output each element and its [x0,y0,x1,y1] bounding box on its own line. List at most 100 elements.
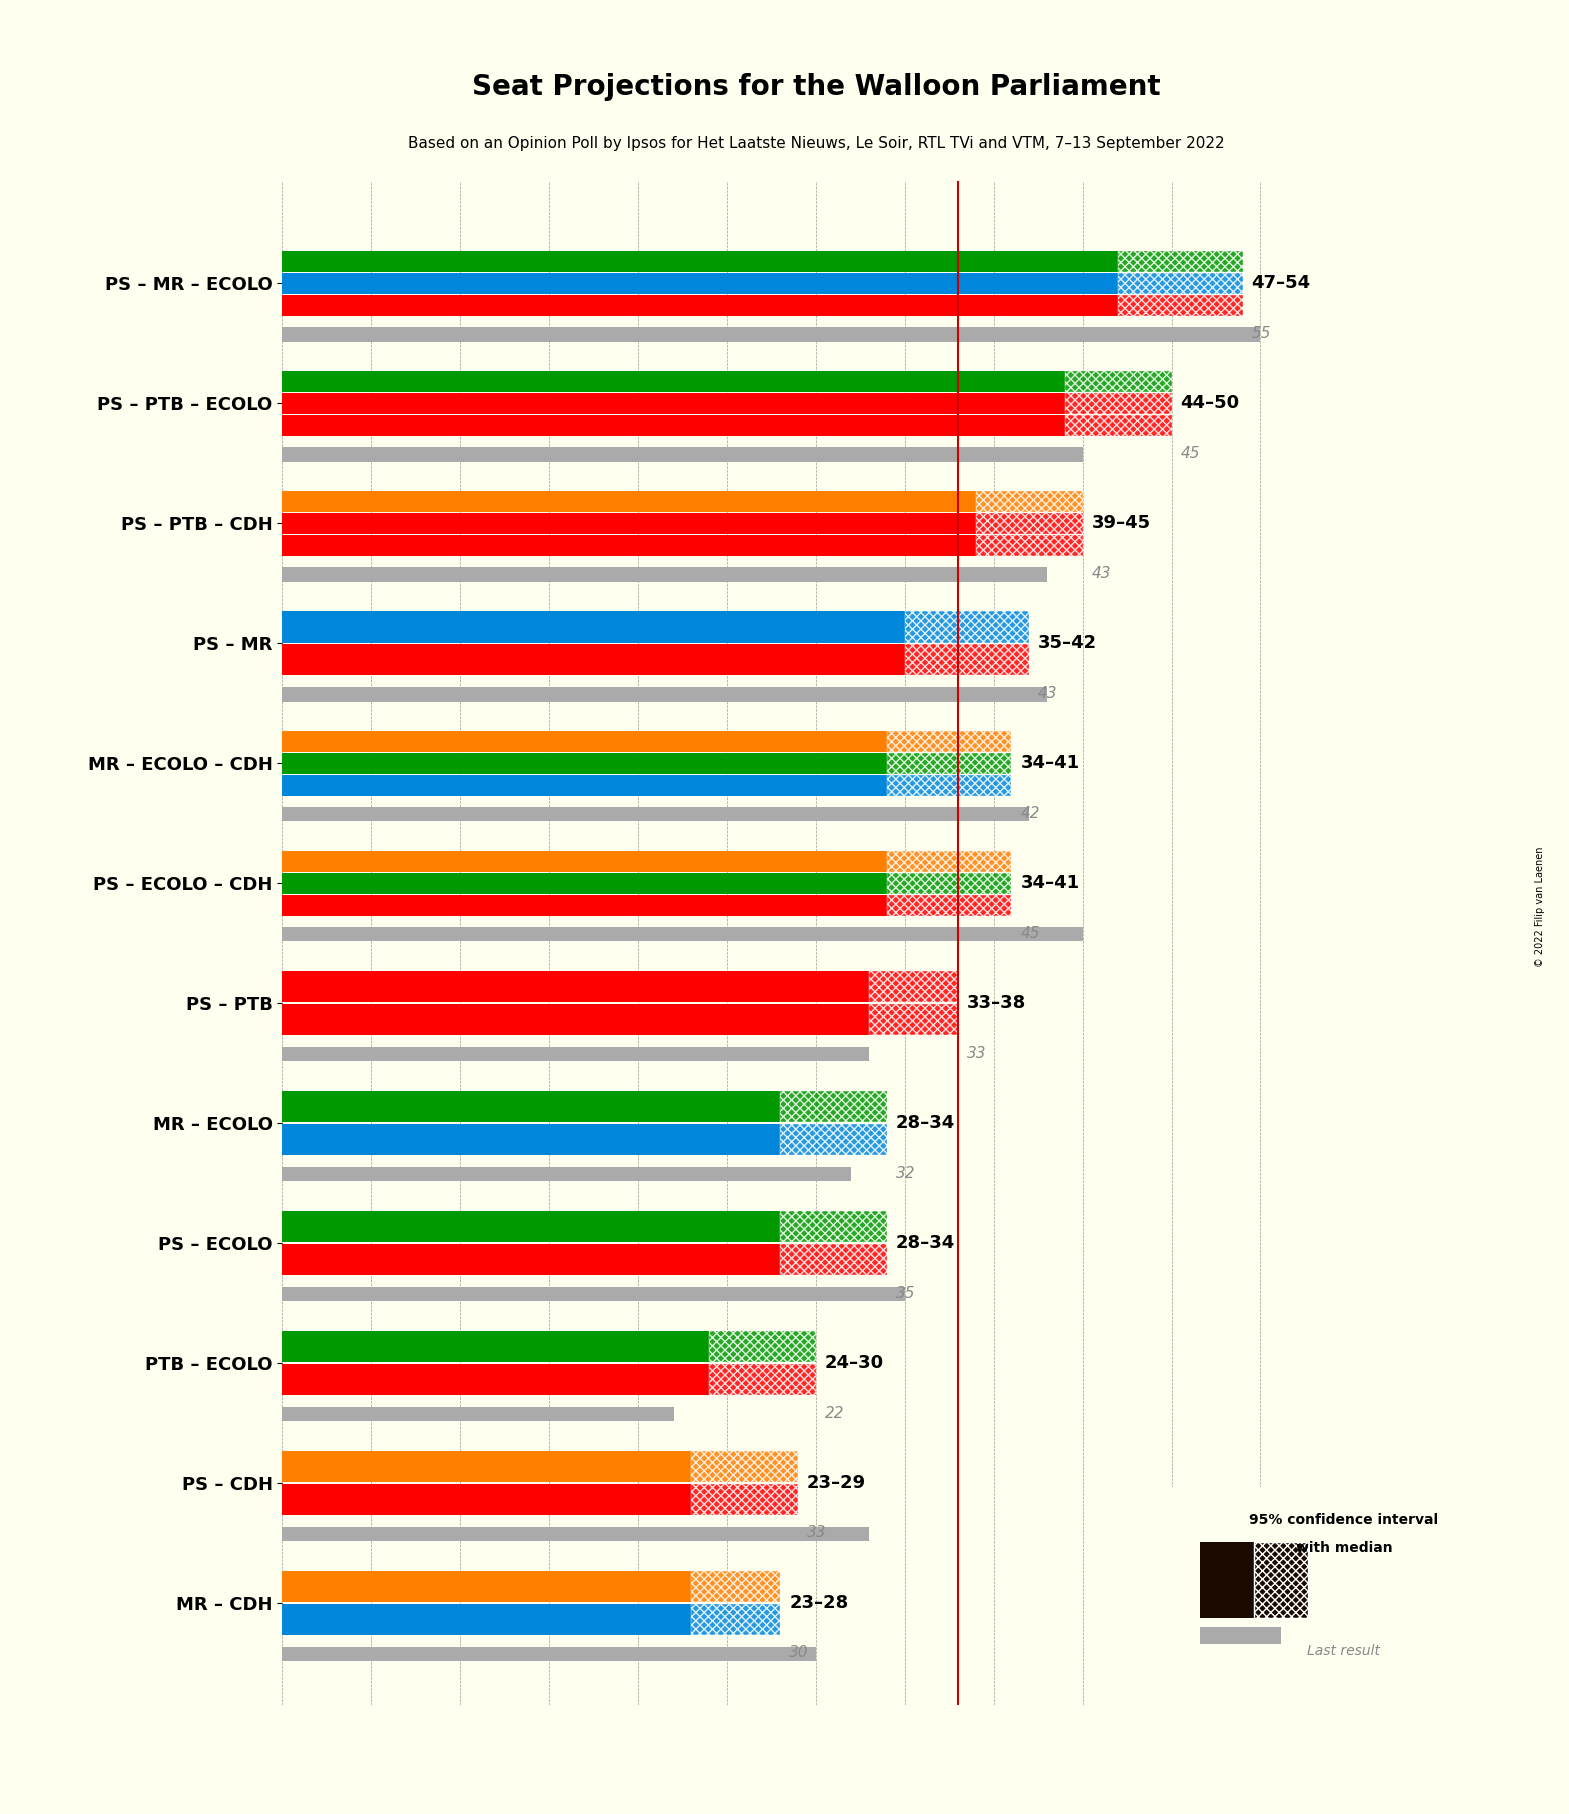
Bar [1119,296,1243,316]
Text: 30: 30 [789,1645,808,1660]
Bar [692,1571,780,1602]
Text: 35: 35 [896,1286,915,1301]
Bar [282,1166,852,1181]
Bar [282,970,869,1003]
Bar [886,894,1012,916]
Text: with median: with median [1296,1542,1392,1555]
Bar [282,415,1065,435]
Bar [282,448,1083,461]
Text: 23–28: 23–28 [789,1595,849,1613]
Text: 35–42: 35–42 [1039,635,1097,653]
Bar [1065,394,1172,414]
Bar [282,250,1119,272]
Bar [282,492,976,512]
Text: 45: 45 [1020,925,1040,941]
Bar [976,535,1083,555]
Bar [282,731,886,751]
Bar [282,644,905,675]
Bar [282,807,1029,822]
Text: 33: 33 [967,1045,987,1061]
Bar [282,1364,709,1395]
Bar [692,1451,799,1482]
Bar [282,927,1083,941]
Bar [780,1244,886,1275]
Bar [282,1005,869,1036]
Text: 33–38: 33–38 [967,994,1026,1012]
Bar [1119,250,1243,272]
Bar [282,1331,709,1362]
Text: 39–45: 39–45 [1092,515,1150,532]
Bar [780,1212,886,1243]
Bar [1199,1542,1254,1618]
Bar [282,1451,692,1482]
Bar [1254,1542,1307,1618]
Text: 43: 43 [1092,566,1111,580]
Bar [709,1331,816,1362]
Bar [282,1647,816,1662]
Bar [282,894,886,916]
Bar [282,1484,692,1515]
Text: 33: 33 [806,1526,827,1540]
Bar [886,851,1012,873]
Bar [692,1484,799,1515]
Bar [886,753,1012,775]
Bar [282,272,1119,294]
Bar [282,327,1260,341]
Text: 44–50: 44–50 [1180,394,1240,412]
Bar [976,492,1083,512]
Bar [1119,272,1243,294]
Bar [282,1125,780,1156]
Bar [282,296,1119,316]
Text: 95% confidence interval: 95% confidence interval [1249,1513,1439,1527]
Bar [886,873,1012,894]
Text: Seat Projections for the Walloon Parliament: Seat Projections for the Walloon Parliam… [472,73,1159,100]
Bar [692,1604,780,1636]
Bar [282,688,1047,702]
Bar [1199,1627,1280,1643]
Text: Last result: Last result [1307,1643,1381,1658]
Bar [709,1364,816,1395]
Text: © 2022 Filip van Laenen: © 2022 Filip van Laenen [1536,847,1545,967]
Text: 23–29: 23–29 [806,1475,866,1493]
Bar [282,1408,673,1422]
Text: 34–41: 34–41 [1020,755,1079,773]
Bar [282,1047,869,1061]
Bar [282,1571,692,1602]
Bar [905,644,1029,675]
Text: 43: 43 [1039,686,1058,700]
Bar [869,1005,959,1036]
Text: 45: 45 [1180,446,1200,461]
Text: 24–30: 24–30 [825,1355,883,1371]
Bar [282,1090,780,1123]
Text: 22: 22 [825,1406,844,1420]
Bar [780,1090,886,1123]
Bar [282,535,976,555]
Bar [780,1125,886,1156]
Bar [282,753,886,775]
Bar [976,513,1083,533]
Bar [282,1244,780,1275]
Bar [869,970,959,1003]
Text: 28–34: 28–34 [896,1234,956,1252]
Bar [282,1286,905,1301]
Text: 42: 42 [1020,805,1040,820]
Bar [282,611,905,642]
Text: 32: 32 [896,1166,915,1181]
Text: 34–41: 34–41 [1020,874,1079,892]
Text: 28–34: 28–34 [896,1114,956,1132]
Bar [282,1527,869,1542]
Bar [1065,415,1172,435]
Bar [282,1604,692,1636]
Bar [282,568,1047,582]
Bar [282,851,886,873]
Bar [282,1212,780,1243]
Bar [886,731,1012,751]
Text: 55: 55 [1252,327,1271,341]
Bar [282,513,976,533]
Bar [1065,370,1172,392]
Text: Based on an Opinion Poll by Ipsos for Het Laatste Nieuws, Le Soir, RTL TVi and V: Based on an Opinion Poll by Ipsos for He… [408,136,1224,151]
Bar [282,394,1065,414]
Bar [886,775,1012,796]
Text: 47–54: 47–54 [1252,274,1310,292]
Bar [282,873,886,894]
